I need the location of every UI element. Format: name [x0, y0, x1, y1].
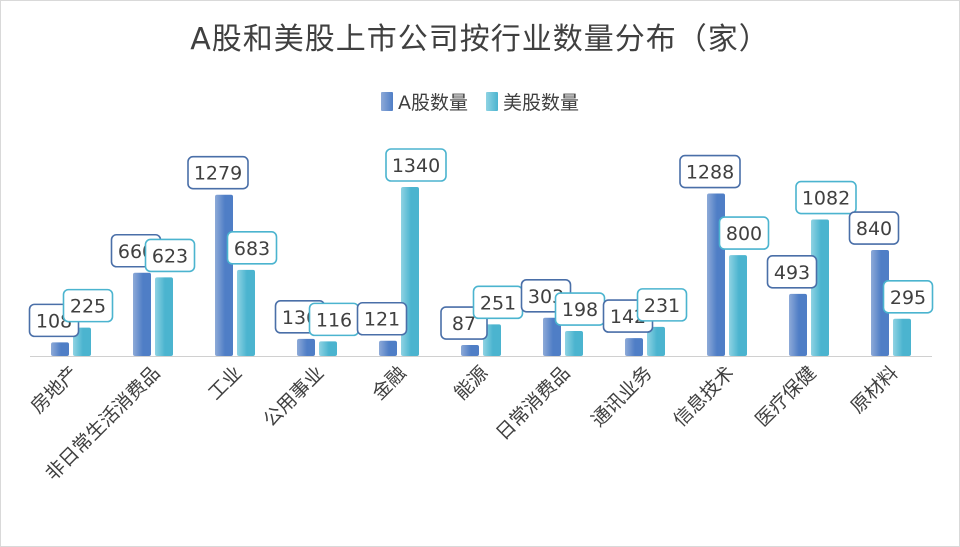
- category-tick-label: 房地产: [27, 362, 83, 418]
- data-label-us-shares: 1340: [385, 148, 447, 182]
- category-tick-label: 信息技术: [669, 362, 738, 431]
- data-label-text: 800: [726, 223, 762, 245]
- data-label-us-shares: 800: [718, 216, 770, 250]
- category-tick-label: 医疗保健: [751, 362, 820, 431]
- data-label-a-shares: 1279: [187, 155, 249, 190]
- data-label-box: [144, 238, 196, 273]
- category-tick-label: 公用事业: [259, 362, 328, 431]
- data-label-box: [226, 231, 278, 265]
- bar-us-shares: [155, 277, 173, 356]
- legend-label-a-shares: A股数量: [397, 92, 468, 114]
- data-label-box: [766, 255, 818, 289]
- data-label-a-shares: 1288: [679, 154, 741, 189]
- data-label-box: [848, 211, 900, 245]
- data-label-us-shares: 225: [62, 288, 114, 323]
- chart-legend: A股数量 美股数量: [0, 88, 960, 116]
- data-label-box: [795, 180, 857, 215]
- data-label-text: 87: [452, 313, 476, 335]
- legend-label-us-shares: 美股数量: [503, 92, 580, 114]
- data-label-a-shares: 493: [766, 255, 818, 289]
- data-label-box: [62, 288, 114, 323]
- data-label-text: 231: [644, 295, 680, 317]
- category-tick-label: 工业: [204, 362, 246, 404]
- category-tick-label: 金融: [368, 362, 410, 404]
- data-label-a-shares: 840: [848, 211, 900, 245]
- data-label-text: 198: [562, 299, 598, 321]
- bar-us-shares: [647, 326, 665, 356]
- bar-us-shares: [319, 341, 337, 356]
- category-tick-label: 原材料: [847, 362, 903, 418]
- data-label-us-shares: 231: [636, 288, 688, 322]
- bar-a-shares: [543, 317, 561, 356]
- legend-swatch-a-shares: [380, 92, 393, 111]
- data-label-box: [718, 216, 770, 250]
- data-label-text: 1288: [686, 162, 734, 184]
- data-label-us-shares: 683: [226, 231, 278, 265]
- data-label-us-shares: 1082: [795, 180, 857, 215]
- category-tick-label: 日常消费品: [492, 362, 575, 445]
- data-label-text: 683: [234, 238, 270, 260]
- data-label-us-shares: 198: [554, 292, 606, 326]
- data-label-text: 225: [70, 296, 106, 318]
- data-label-box: [679, 154, 741, 189]
- bar-us-shares: [893, 318, 911, 356]
- bar-us-shares: [565, 331, 583, 356]
- bar-us-shares: [811, 219, 829, 356]
- data-label-a-shares: 121: [356, 301, 408, 336]
- data-label-text: 493: [774, 262, 810, 284]
- bar-a-shares: [625, 338, 643, 356]
- data-label-text: 116: [316, 309, 352, 331]
- data-label-text: 623: [152, 245, 188, 267]
- data-label-box: [356, 301, 408, 336]
- legend-swatch-us-shares: [486, 92, 499, 111]
- chart-title: A股和美股上市公司按行业数量分布（家）: [190, 22, 770, 57]
- data-label-text: 840: [856, 218, 892, 240]
- data-label-box: [882, 279, 934, 314]
- data-label-text: 121: [364, 309, 400, 331]
- data-label-box: [636, 288, 688, 322]
- bar-a-shares: [297, 338, 315, 356]
- bar-us-shares: [237, 269, 255, 356]
- category-tick-label: 通讯业务: [587, 362, 656, 431]
- bar-a-shares: [871, 250, 889, 356]
- legend-item-a-shares: A股数量: [380, 88, 468, 115]
- data-label-box: [187, 155, 249, 190]
- data-label-us-shares: 295: [882, 279, 934, 314]
- data-label-text: 251: [480, 292, 516, 314]
- data-label-box: [385, 148, 447, 182]
- bar-a-shares: [133, 272, 151, 356]
- bar-a-shares: [789, 293, 807, 356]
- data-label-us-shares: 623: [144, 238, 196, 273]
- legend-item-us-shares: 美股数量: [486, 88, 579, 115]
- bar-us-shares: [729, 255, 747, 356]
- data-label-us-shares: 116: [308, 302, 360, 337]
- bar-a-shares: [51, 342, 69, 356]
- data-label-text: 1082: [802, 188, 850, 210]
- data-label-text: 295: [890, 287, 926, 309]
- data-label-text: 1279: [194, 163, 242, 185]
- data-label-text: 1340: [392, 155, 440, 177]
- bar-a-shares: [461, 345, 479, 356]
- bar-a-shares: [379, 340, 397, 356]
- data-label-us-shares: 251: [472, 285, 524, 320]
- bar-a-shares: [215, 194, 233, 356]
- category-tick-label: 能源: [450, 362, 492, 404]
